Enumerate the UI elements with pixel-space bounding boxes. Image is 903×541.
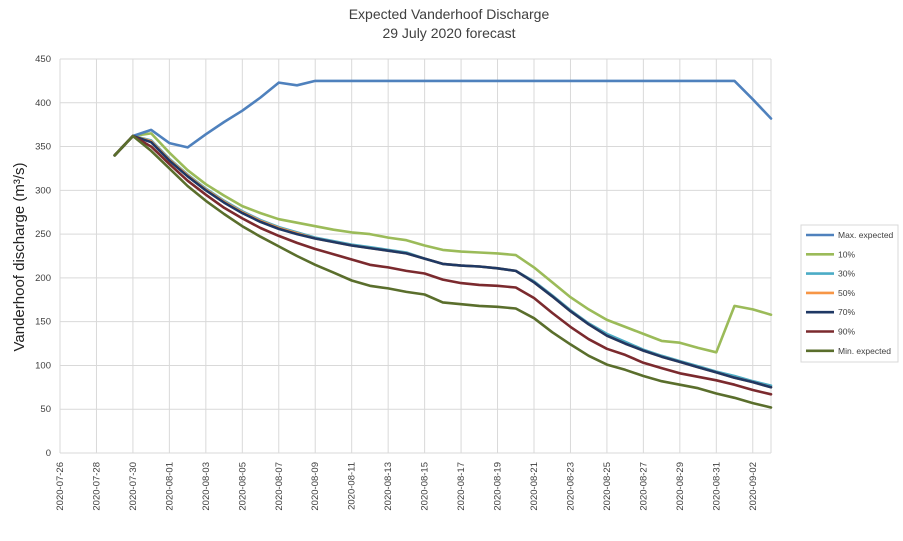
- series-line-30: [113, 134, 773, 387]
- y-tick-label: 300: [35, 185, 51, 196]
- x-tick-label: 2020-08-01: [164, 462, 175, 511]
- y-tick-label: 50: [40, 404, 51, 415]
- series-line-max-expected: [113, 79, 773, 157]
- series-lines: [113, 79, 773, 409]
- y-tick-label: 450: [35, 54, 51, 65]
- series-line-50: [113, 134, 773, 389]
- legend-label: 30%: [838, 269, 855, 279]
- y-tick-label: 200: [35, 273, 51, 284]
- y-tick-label: 350: [35, 142, 51, 153]
- x-tick-label: 2020-07-26: [55, 462, 66, 511]
- x-axis-ticks: 2020-07-26 2020-07-28 2020-07-30 2020-08-01…: [55, 462, 759, 511]
- x-tick-label: 2020-08-15: [420, 462, 431, 511]
- x-tick-label: 2020-08-31: [711, 462, 722, 511]
- legend-label: 70%: [838, 307, 855, 317]
- legend: Max. expected 10% 30% 50% 70% 90% Min. expecte…: [800, 224, 899, 363]
- x-tick-label: 2020-08-09: [310, 462, 321, 511]
- x-tick-label: 2020-08-25: [602, 462, 613, 511]
- chart-subtitle: 29 July 2020 forecast: [382, 25, 515, 41]
- y-tick-label: 0: [46, 448, 51, 459]
- legend-label: 90%: [838, 327, 855, 337]
- x-tick-label: 2020-08-27: [638, 462, 649, 511]
- legend-label: 10%: [838, 249, 855, 259]
- x-tick-label: 2020-08-21: [529, 462, 540, 511]
- x-tick-label: 2020-09-02: [748, 462, 759, 511]
- x-tick-label: 2020-07-28: [91, 462, 102, 511]
- y-tick-label: 250: [35, 229, 51, 240]
- y-tick-label: 400: [35, 98, 51, 109]
- gridlines: [59, 58, 772, 454]
- x-tick-label: 2020-08-07: [274, 462, 285, 511]
- x-tick-label: 2020-08-11: [347, 462, 358, 510]
- x-tick-label: 2020-08-19: [493, 462, 504, 511]
- y-tick-label: 100: [35, 360, 51, 371]
- series-line-70: [113, 134, 773, 389]
- x-tick-label: 2020-08-03: [201, 462, 212, 511]
- legend-label: Min. expected: [838, 346, 891, 356]
- x-tick-label: 2020-08-23: [565, 462, 576, 511]
- x-tick-label: 2020-08-17: [456, 462, 467, 511]
- chart-title: Expected Vanderhoof Discharge: [349, 6, 550, 22]
- series-line-min-expected: [113, 134, 773, 409]
- x-tick-label: 2020-08-13: [383, 462, 394, 511]
- y-tick-label: 150: [35, 317, 51, 328]
- x-tick-label: 2020-07-30: [128, 462, 139, 511]
- x-tick-label: 2020-08-05: [237, 462, 248, 511]
- series-line-90: [113, 134, 773, 396]
- legend-label: Max. expected: [838, 230, 894, 240]
- x-tick-label: 2020-08-29: [675, 462, 686, 511]
- y-axis-ticks: 0 50 100 150 200 250 300 350 400 450: [35, 54, 51, 459]
- series-line-10: [113, 132, 773, 354]
- legend-label: 50%: [838, 288, 855, 298]
- y-axis-label: Vanderhoof discharge (m³/s): [11, 163, 28, 352]
